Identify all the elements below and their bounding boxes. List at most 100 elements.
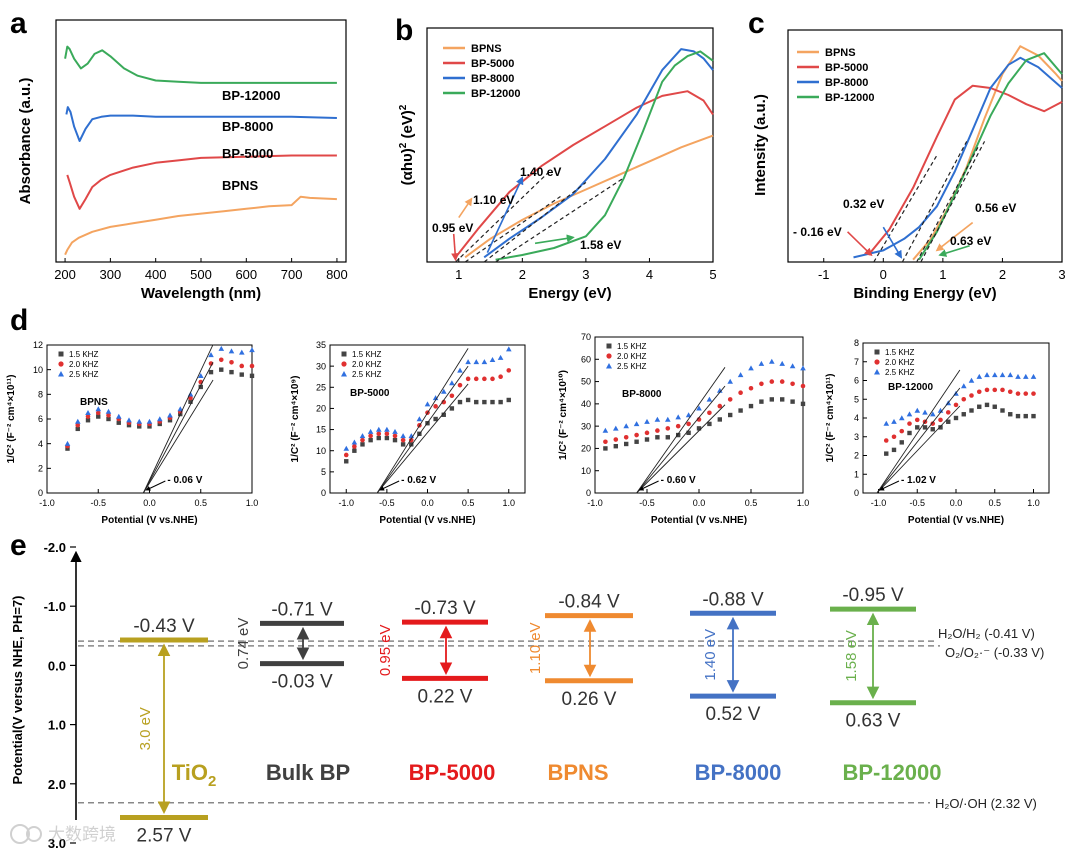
panel-b-arrow-1 — [458, 197, 473, 218]
panel-d4-legend-label-2: 2.5 KHZ — [885, 368, 914, 377]
panel-d3-point-0-10 — [707, 421, 712, 427]
panel-d1-point-2-5 — [116, 413, 122, 419]
panel-d2-ytick-label-6: 30 — [316, 361, 326, 371]
panel-d3-point-2-13 — [737, 372, 744, 378]
panel-d4-point-0-15 — [1000, 408, 1005, 413]
panel-d1-point-2-9 — [157, 416, 163, 422]
panel-d3-point-2-19 — [800, 365, 806, 371]
panel-d3-legend-label-2: 2.5 KHZ — [617, 362, 646, 371]
panel-d3-ytick-label-5: 50 — [581, 377, 591, 387]
panel-d4-point-2-14 — [992, 372, 998, 378]
band-bulk-bp-gap-label: 0.74 eV — [235, 618, 252, 670]
panel-label-c: c — [748, 7, 765, 40]
panel-e-ylabel: Potential(V versus NHE, PH=7) — [10, 596, 25, 785]
panel-d2-point-1-18 — [490, 376, 495, 382]
panel-d4-point-0-16 — [1008, 412, 1013, 417]
panel-d2-point-0-18 — [490, 399, 495, 405]
panel-d3-point-2-3 — [633, 421, 640, 427]
panel-d1-point-0-14 — [208, 369, 214, 375]
panel-d4-point-0-19 — [1031, 413, 1036, 419]
panel-d2-point-2-10 — [424, 401, 431, 407]
panel-d1-point-0-13 — [198, 384, 203, 390]
panel-d2-intercept-arrow — [379, 480, 400, 491]
panel-d3-xtick-label-3: 0.5 — [745, 498, 758, 508]
panel-d3-point-1-11 — [717, 403, 723, 409]
panel-b-annot-095: 0.95 eV — [432, 221, 473, 235]
panel-d3-point-2-17 — [779, 360, 785, 366]
panel-d1-point-0-12 — [188, 399, 193, 404]
panel-d4-fit-0 — [876, 405, 961, 494]
panel-d2-legend-label-0: 1.5 KHZ — [352, 350, 381, 359]
panel-d4-point-2-10 — [961, 383, 967, 389]
panel-d1-ytick-label-4: 8 — [38, 389, 43, 399]
panel-d4-point-1-10 — [961, 396, 967, 402]
panel-b-series-bpns — [464, 134, 714, 259]
panel-d3-point-1-14 — [748, 385, 754, 391]
panel-d4-point-0-13 — [984, 402, 990, 408]
panel-d3-point-1-0 — [603, 439, 608, 445]
panel-b-xtick-label-0: 1 — [455, 267, 462, 282]
panel-a-label-bp12000: BP-12000 — [222, 88, 281, 103]
band-bp-12000-cb-label: -0.95 V — [842, 585, 904, 606]
panel-d3: -1.0 -0.5 0.0 0.5 1.0 0 10 20 30 40 50 60 70 Potentia… — [558, 332, 809, 526]
panel-label-a: a — [10, 7, 27, 40]
panel-d1-ytick-label-0: 0 — [38, 488, 43, 498]
panel-d1-point-1-1 — [75, 422, 81, 428]
panel-d3-point-0-14 — [748, 403, 754, 409]
panel-b-legend-label-0: BPNS — [471, 43, 502, 55]
panel-c-annot-032: 0.32 eV — [843, 197, 884, 211]
panel-d4-point-1-14 — [992, 387, 998, 393]
panel-d2-point-1-17 — [482, 376, 487, 382]
panel-a-ylabel: Absorbance (a.u.) — [17, 78, 34, 205]
panel-d3-point-1-7 — [675, 423, 681, 429]
panel-a-ticks: 200 300 400 500 600 700 800 — [54, 258, 348, 282]
panel-d2-xtick-label-0: -1.0 — [338, 498, 354, 508]
band-bulk-bp-name: Bulk BP — [266, 760, 350, 785]
panel-c-arrow-0 — [847, 231, 873, 257]
panel-d3-point-0-5 — [655, 435, 660, 440]
panel-b-fit-1 — [483, 181, 587, 263]
panel-d4-annotation: - 1.02 V — [901, 475, 936, 486]
panel-d4-point-1-4 — [914, 417, 920, 423]
ref-label-h2o-oh: H₂O/·OH (2.32 V) — [935, 796, 1037, 811]
panel-label-e: e — [10, 529, 27, 562]
panel-d1-point-2-13 — [198, 373, 204, 378]
panel-d1-point-2-2 — [85, 410, 91, 415]
panel-d4: -1.0 -0.5 0.0 0.5 1.0 0 1 2 3 4 5 6 7 8 Potential (V v… — [825, 338, 1050, 526]
panel-c-series-bp-12000 — [918, 52, 1063, 261]
panel-c-annot-056: 0.56 eV — [975, 201, 1016, 215]
panel-d2-ytick-label-7: 35 — [316, 340, 326, 350]
panel-d4-point-1-11 — [969, 393, 974, 398]
panel-d2-point-1-13 — [449, 393, 455, 399]
panel-d1-point-2-15 — [218, 345, 225, 351]
panel-d4-point-2-15 — [999, 372, 1006, 378]
panel-d2-point-1-14 — [457, 382, 463, 388]
panel-d1-legend-marker-2 — [58, 371, 64, 377]
panel-a-xtick-label-6: 800 — [326, 267, 348, 282]
panel-d1-point-2-17 — [239, 349, 245, 355]
panel-b-annot-140: 1.40 eV — [520, 165, 561, 179]
band-bp-5000-vb-label: 0.22 V — [418, 686, 473, 707]
panel-d3-ytick-label-6: 60 — [581, 354, 591, 364]
panel-b-legend-label-1: BP-5000 — [471, 58, 514, 70]
panel-d1-xtick-label-1: -0.5 — [90, 498, 106, 508]
band-bpns-name: BPNS — [547, 760, 608, 785]
panel-d2-point-1-2 — [360, 437, 365, 443]
panel-d4-point-1-3 — [907, 421, 912, 426]
panel-d2-xtick-label-1: -0.5 — [379, 498, 395, 508]
panel-d2-point-0-2 — [360, 442, 365, 447]
panel-d3-point-2-16 — [769, 358, 775, 364]
panel-d3-point-0-2 — [624, 441, 629, 447]
panel-d1-point-0-5 — [116, 420, 121, 425]
panel-d1-point-2-4 — [105, 408, 112, 414]
panel-d4-point-2-17 — [1015, 373, 1021, 379]
band-bp-8000-vb-label: 0.52 V — [706, 704, 761, 725]
panel-b-fit-3 — [455, 172, 549, 263]
panel-d3-point-0-19 — [800, 401, 806, 407]
panel-d3-point-2-9 — [696, 405, 702, 411]
panel-d4-point-1-15 — [1000, 387, 1005, 393]
panel-d3-point-1-12 — [727, 397, 733, 402]
panel-d3-point-1-3 — [634, 432, 639, 438]
panel-d4-point-2-4 — [914, 407, 921, 413]
panel-a-label-bp8000: BP-8000 — [222, 119, 273, 134]
